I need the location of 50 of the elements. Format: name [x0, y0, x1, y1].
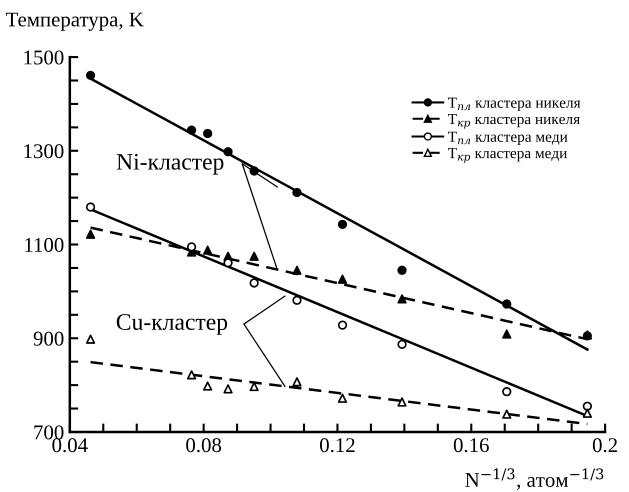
point	[338, 394, 348, 403]
point	[338, 220, 348, 230]
legend-label: T$_{пл}$ кластера никеля	[448, 98, 580, 111]
point	[292, 266, 302, 275]
point	[186, 370, 196, 380]
point	[86, 70, 96, 80]
point	[86, 202, 96, 212]
y-tick-label: 1100	[25, 238, 64, 252]
point	[502, 387, 512, 396]
x-tick-label: 0.16	[454, 438, 489, 452]
y-tick-label: 700	[34, 425, 64, 440]
point	[582, 408, 592, 418]
x-tick-label: 0.04	[52, 438, 88, 452]
point	[203, 381, 212, 391]
y-tick-label: 1300	[24, 144, 64, 158]
annotation: Cu-кластер	[116, 314, 228, 335]
point	[338, 274, 348, 284]
point	[86, 334, 96, 344]
point	[292, 188, 302, 198]
point	[186, 126, 196, 135]
point	[397, 266, 407, 275]
point	[292, 296, 302, 305]
point	[203, 246, 212, 255]
point	[250, 278, 259, 288]
point	[292, 377, 302, 386]
point	[223, 258, 233, 268]
point	[582, 402, 592, 411]
point	[223, 147, 233, 156]
x-tick-label: 0.12	[320, 438, 355, 452]
y-tick-label: 900	[34, 332, 64, 346]
point	[86, 230, 96, 239]
point	[397, 294, 407, 304]
y-tick-label: 1500	[24, 50, 64, 65]
point	[502, 299, 512, 309]
legend-label: T$_{кр}$ кластера меди	[448, 148, 567, 163]
point	[223, 384, 233, 394]
point	[250, 252, 259, 261]
point	[397, 340, 407, 349]
y-axis-title: Температура, K	[6, 12, 144, 31]
point	[397, 397, 407, 407]
legend-label: T$_{пл}$ кластера меди	[448, 132, 568, 146]
point	[203, 128, 212, 138]
x-tick-label: 0.2	[592, 438, 617, 452]
point	[502, 329, 512, 339]
point	[338, 320, 348, 330]
x-axis-title: N$^{−1/3}$, атом$^{−1/3}$	[465, 468, 604, 490]
legend-label: T$_{кр}$ кластера никеля	[448, 114, 580, 129]
point	[502, 410, 512, 419]
annotation: Ni-кластер	[116, 154, 224, 175]
x-tick-label: 0.08	[186, 438, 222, 452]
